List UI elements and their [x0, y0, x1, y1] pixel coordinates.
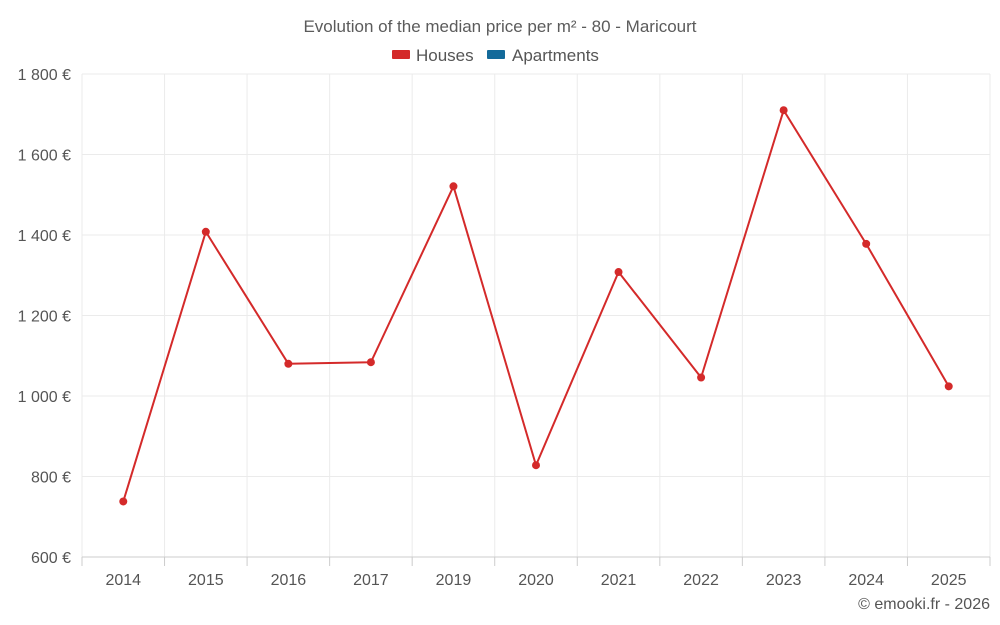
y-tick-label: 800 €: [31, 470, 71, 487]
x-tick-label: 2014: [105, 572, 141, 589]
x-tick-label: 2022: [683, 572, 719, 589]
legend: Houses Apartments: [392, 46, 599, 65]
data-point-houses[interactable]: [366, 358, 375, 367]
y-tick-label: 600 €: [31, 550, 71, 567]
data-point-houses[interactable]: [779, 106, 788, 115]
series-layer: [119, 106, 953, 506]
data-point-houses[interactable]: [697, 373, 706, 382]
credit-text: © emooki.fr - 2026: [858, 596, 990, 613]
data-point-houses[interactable]: [201, 227, 210, 236]
legend-swatch-apartments: [487, 50, 505, 59]
data-point-houses[interactable]: [119, 497, 128, 506]
data-point-houses[interactable]: [449, 182, 458, 191]
axes: 600 € 800 € 1 000 € 1 200 € 1 400 € 1 600 € 1 …: [18, 67, 991, 589]
x-tick-label: 2025: [931, 572, 967, 589]
data-point-houses[interactable]: [614, 268, 623, 277]
x-tick-label: 2016: [271, 572, 307, 589]
data-point-houses[interactable]: [944, 382, 953, 391]
x-tick-label: 2020: [518, 572, 554, 589]
data-point-houses[interactable]: [284, 359, 293, 368]
data-point-houses[interactable]: [532, 461, 540, 470]
x-tick-label: 2017: [353, 572, 389, 589]
legend-label-apartments: Apartments: [512, 46, 599, 65]
legend-item-apartments[interactable]: Apartments: [487, 46, 599, 65]
y-tick-label: 1 600 €: [18, 148, 71, 165]
x-tick-label: 2015: [188, 572, 224, 589]
grid: [81, 73, 991, 558]
data-point-houses[interactable]: [862, 239, 871, 248]
x-tick-label: 2019: [436, 572, 472, 589]
legend-swatch-houses: [392, 50, 410, 59]
legend-item-houses[interactable]: Houses: [392, 46, 474, 65]
y-tick-label: 1 800 €: [18, 67, 71, 84]
y-tick-label: 1 000 €: [18, 389, 71, 406]
chart-title: Evolution of the median price per m² - 8…: [303, 17, 696, 36]
y-tick-label: 1 400 €: [18, 228, 71, 245]
x-tick-label: 2021: [601, 572, 637, 589]
x-tick-label: 2023: [766, 572, 802, 589]
y-tick-label: 1 200 €: [18, 309, 71, 326]
x-tick-label: 2024: [848, 572, 884, 589]
legend-label-houses: Houses: [416, 46, 474, 65]
